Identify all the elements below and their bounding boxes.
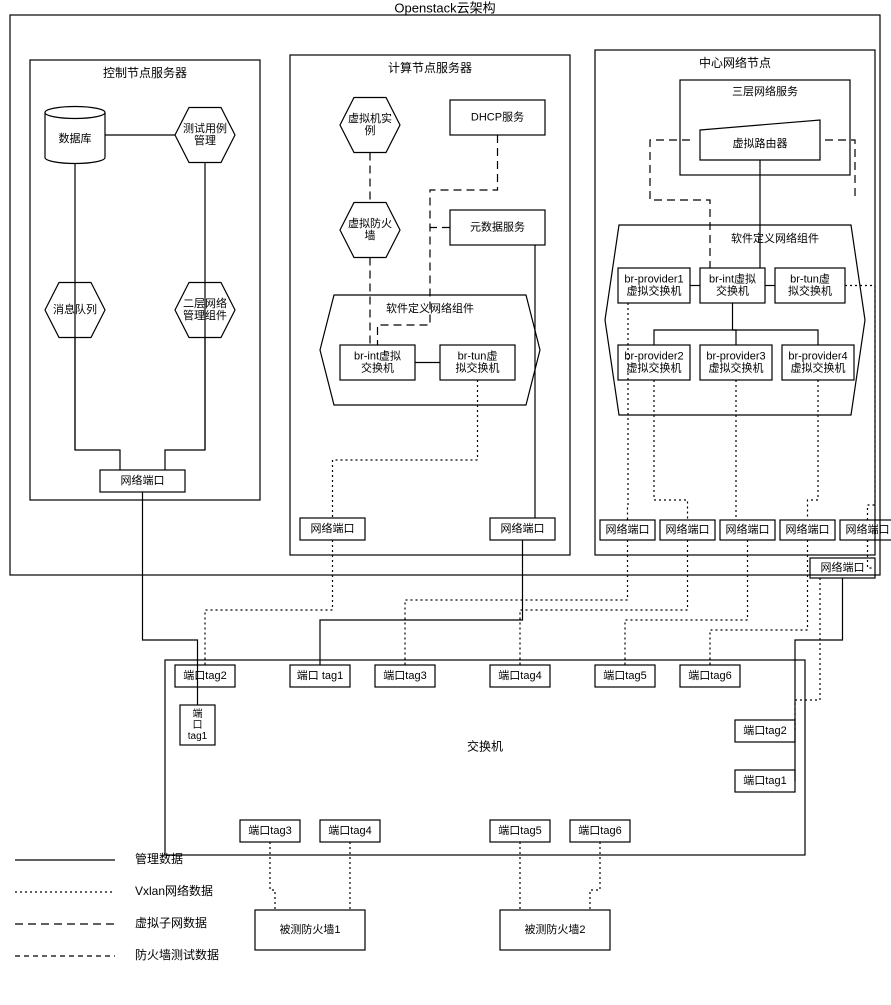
bt-p4 — [845, 286, 875, 521]
center-sdn — [605, 225, 865, 415]
ctr-sw-mgmt — [795, 578, 843, 781]
bp4-p3 — [808, 380, 819, 520]
sw-top1-label: 端口 tag1 — [297, 669, 343, 682]
bi-bp4 — [733, 330, 819, 345]
ctr-br5-label: br-provider4虚拟交换机 — [788, 350, 847, 374]
vm-label: 虚拟机实例 — [348, 111, 392, 137]
fw0-label: 被测防火墙1 — [279, 922, 340, 936]
np0-sw — [405, 540, 628, 665]
fw1-label: 被测防火墙2 — [524, 922, 585, 936]
sw-bot3-label: 端口tag6 — [578, 824, 621, 837]
bp1-p0 — [628, 303, 629, 520]
p4-op — [868, 540, 876, 568]
cp-brint-label: br-int虚拟交换机 — [354, 348, 401, 374]
sw-top2-label: 端口tag3 — [383, 669, 426, 682]
meta-label: 元数据服务 — [470, 219, 525, 233]
b3-fw1 — [270, 842, 275, 910]
sw-r2-label: 端口tag2 — [743, 724, 786, 737]
sw-top4-label: 端口tag5 — [603, 669, 646, 682]
legend-label0: 管理数据 — [135, 851, 183, 866]
cpL-sw — [205, 540, 333, 665]
bi-bp3 — [733, 330, 737, 345]
ctr-port3-label: 网络端口 — [786, 522, 830, 536]
sw-bot0-label: 端口tag3 — [248, 824, 291, 837]
ctrl-netport-label: 网络端口 — [121, 473, 165, 487]
ctr-br1-label: br-int虛拟交换机 — [709, 271, 756, 297]
ctr-br4-label: br-provider3虚拟交换机 — [706, 350, 765, 374]
ctr-br2-label: br-tun虛拟交换机 — [788, 272, 832, 297]
sw-r1-label: 端口tag1 — [743, 774, 786, 787]
bi-bp2 — [654, 303, 733, 345]
tests-label: 测试用例管理 — [183, 121, 227, 147]
ctr-br0-label: br-provider1虚拟交换机 — [624, 273, 683, 297]
sw-bot2-label: 端口tag5 — [498, 824, 541, 837]
outer-title: Openstack云架构 — [394, 0, 495, 15]
vrouter-label: 虚拟路由器 — [733, 136, 788, 150]
db-label: 数据库 — [59, 131, 92, 145]
legend-label2: 虚拟子网数据 — [135, 915, 207, 930]
np1-sw — [520, 540, 688, 665]
sw-top5-label: 端口tag6 — [688, 669, 731, 682]
cp-portL-label: 网络端口 — [311, 521, 355, 535]
sw-left-label: 端口tag1 — [188, 707, 208, 742]
center-title: 中心网络节点 — [699, 55, 771, 70]
ctr-port2-label: 网络端口 — [726, 522, 770, 536]
legend-label1: Vxlan网络数据 — [135, 883, 213, 898]
np3-sw — [710, 540, 808, 665]
dhcp-label: DHCP服务 — [471, 110, 524, 123]
cp-sw — [320, 540, 523, 665]
sw-top0-label: 端口tag2 — [183, 669, 226, 682]
vfw-label: 虚拟防火墙 — [348, 216, 392, 242]
center-sdn-label: 软件定义网络组件 — [731, 231, 819, 245]
cp-portR-label: 网络端口 — [501, 521, 545, 535]
db — [45, 107, 105, 119]
c-db-line — [75, 164, 120, 471]
brtun-portL — [333, 380, 478, 518]
sw-bot1-label: 端口tag4 — [328, 824, 371, 837]
b6-fw2 — [590, 842, 600, 910]
l3-label: 三层网络服务 — [732, 84, 798, 98]
ctr-port0-label: 网络端口 — [606, 522, 650, 536]
switch-label: 交换机 — [467, 739, 503, 754]
control-title: 控制节点服务器 — [103, 65, 187, 80]
np2-sw — [625, 540, 748, 665]
sw-top3-label: 端口tag4 — [498, 669, 541, 682]
ctr-port1-label: 网络端口 — [666, 522, 710, 536]
ctr-br3-label: br-provider2虚拟交换机 — [624, 350, 683, 374]
ctr-outerport-label: 网络端口 — [821, 560, 865, 574]
cp-brtun-label: br-tun虛拟交换机 — [456, 349, 500, 374]
ctr-port4-label: 网络端口 — [846, 522, 890, 536]
legend-label3: 防火墙测试数据 — [135, 947, 219, 962]
compute-title: 计算节点服务器 — [388, 60, 472, 75]
bp2-p1 — [654, 380, 688, 520]
